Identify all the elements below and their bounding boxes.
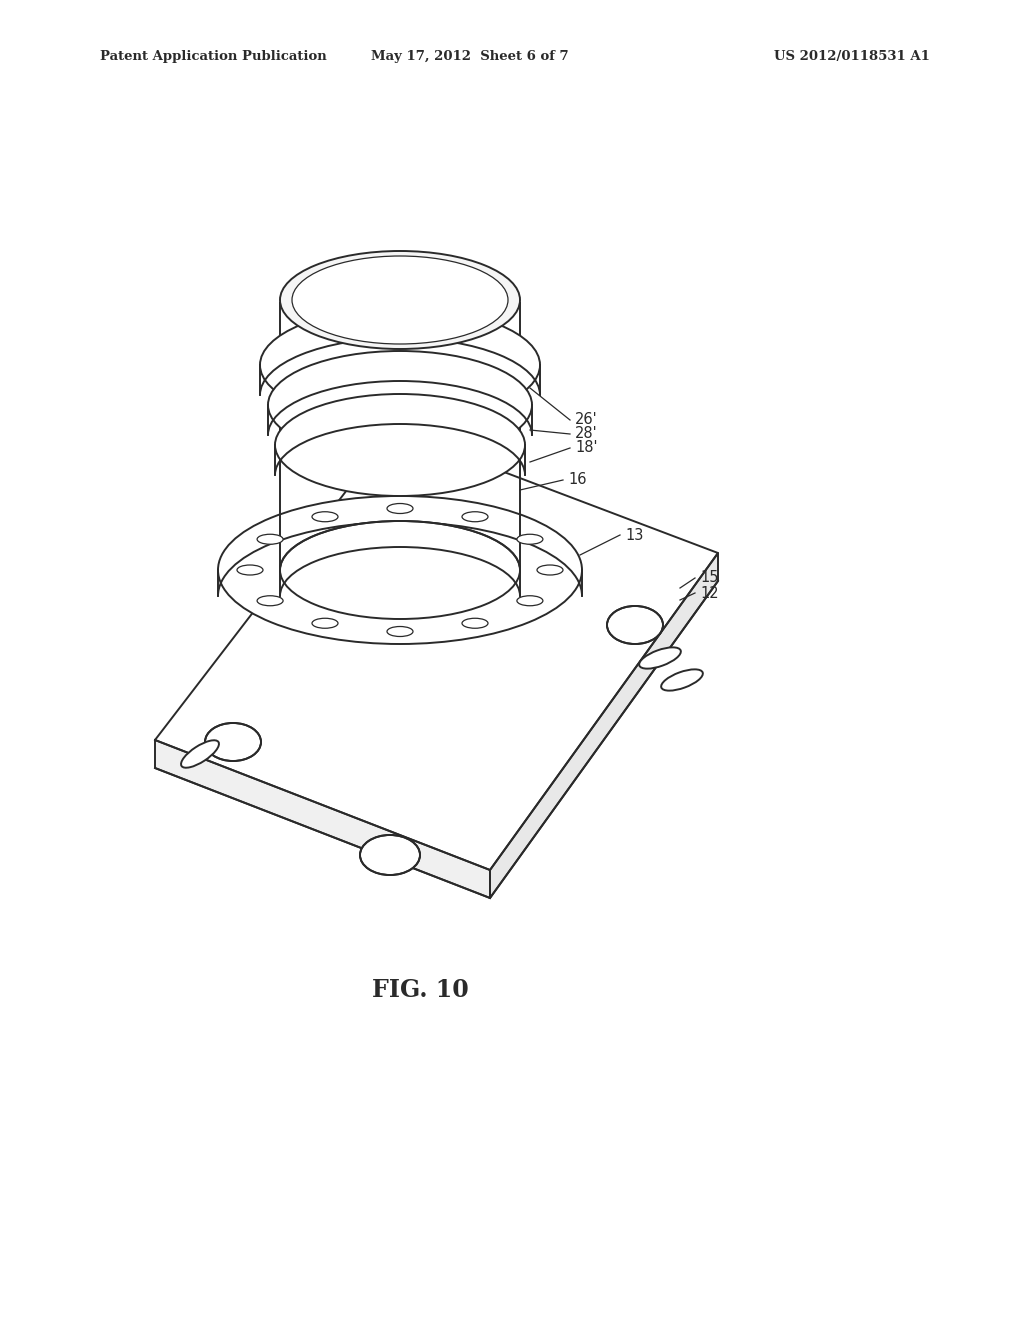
Ellipse shape [537,565,563,576]
Ellipse shape [280,251,520,348]
Ellipse shape [387,503,413,513]
Text: 15: 15 [700,570,719,586]
Text: 28': 28' [575,426,598,441]
Ellipse shape [517,535,543,544]
Ellipse shape [275,393,525,496]
Ellipse shape [462,512,488,521]
Ellipse shape [257,595,283,606]
Text: FIG. 10: FIG. 10 [372,978,468,1002]
Ellipse shape [237,565,263,576]
Ellipse shape [360,836,420,875]
Ellipse shape [662,669,702,690]
Ellipse shape [607,606,663,644]
Ellipse shape [292,256,508,345]
Ellipse shape [462,618,488,628]
Polygon shape [155,741,490,898]
Text: 18': 18' [575,441,597,455]
Ellipse shape [257,535,283,544]
Text: US 2012/0118531 A1: US 2012/0118531 A1 [774,50,930,63]
Ellipse shape [218,496,582,644]
Ellipse shape [260,308,540,422]
Text: 16: 16 [568,473,587,487]
Text: 13: 13 [625,528,643,543]
Text: 12: 12 [700,586,719,601]
Polygon shape [155,430,718,870]
Text: Patent Application Publication: Patent Application Publication [100,50,327,63]
Ellipse shape [387,627,413,636]
Ellipse shape [280,521,520,619]
Ellipse shape [312,618,338,628]
Text: 26': 26' [575,412,598,428]
Text: May 17, 2012  Sheet 6 of 7: May 17, 2012 Sheet 6 of 7 [371,50,568,63]
Ellipse shape [312,512,338,521]
Ellipse shape [639,647,681,669]
Ellipse shape [181,741,219,768]
Polygon shape [490,553,718,898]
Ellipse shape [205,723,261,762]
Ellipse shape [517,595,543,606]
Ellipse shape [268,351,532,459]
